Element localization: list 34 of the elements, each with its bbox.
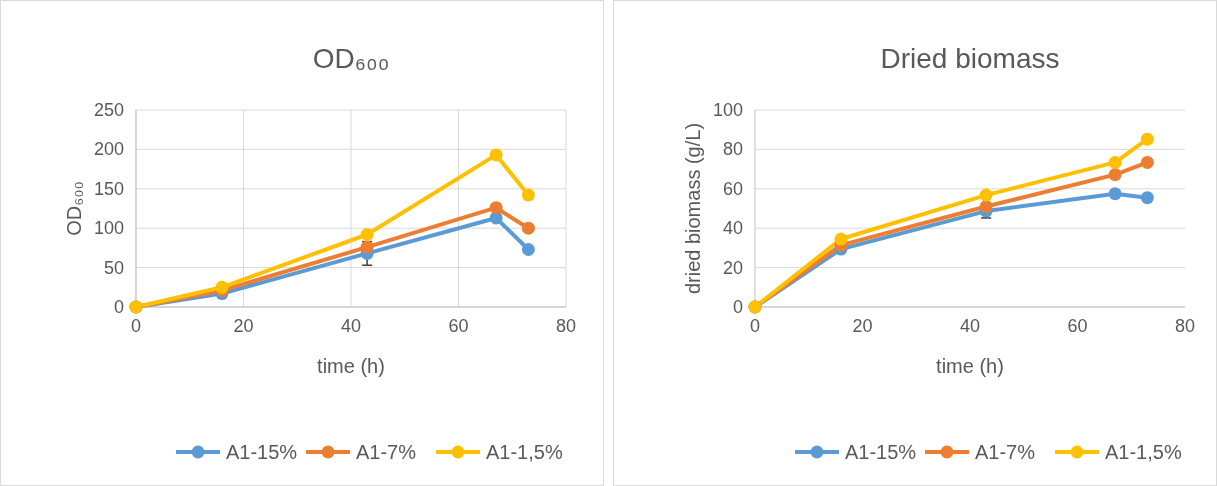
x-tick-label: 0 bbox=[749, 316, 761, 336]
legend-label: A1-15% bbox=[226, 441, 298, 463]
x-tick-label: 20 bbox=[852, 316, 873, 336]
x-tick-label: 40 bbox=[959, 316, 981, 336]
legend-label: A1-1,5% bbox=[486, 441, 563, 463]
x-tick-label: 60 bbox=[448, 316, 469, 336]
x-tick-label: 40 bbox=[340, 316, 362, 336]
legend-label: A1-1,5% bbox=[1105, 441, 1182, 463]
x-tick-label: 0 bbox=[130, 316, 142, 336]
legend-label: A1-7% bbox=[356, 441, 417, 463]
y-axis-title: OD₆₀₀ bbox=[63, 181, 85, 236]
chart-title: OD₆₀₀ bbox=[312, 43, 390, 74]
x-tick-label: 60 bbox=[1067, 316, 1088, 336]
y-tick-label: 250 bbox=[93, 100, 124, 120]
x-tick-label: 80 bbox=[1174, 316, 1196, 336]
y-tick-label: 200 bbox=[93, 139, 124, 160]
x-axis-title: time (h) bbox=[936, 355, 1004, 377]
y-tick-label: 0 bbox=[113, 297, 124, 317]
y-tick-label: 50 bbox=[103, 257, 124, 278]
y-tick-label: 100 bbox=[712, 100, 743, 120]
y-tick-label: 0 bbox=[732, 297, 743, 317]
chart-title: Dried biomass bbox=[880, 43, 1060, 74]
y-tick-label: 80 bbox=[722, 139, 743, 160]
legend-label: A1-15% bbox=[845, 441, 917, 463]
x-tick-label: 20 bbox=[233, 316, 254, 336]
y-tick-label: 40 bbox=[722, 218, 743, 239]
y-tick-label: 100 bbox=[93, 218, 124, 239]
x-axis-title: time (h) bbox=[317, 355, 385, 377]
x-tick-label: 80 bbox=[555, 316, 577, 336]
y-tick-label: 60 bbox=[722, 178, 743, 199]
legend-label: A1-7% bbox=[975, 441, 1036, 463]
y-axis-title: dried biomass (g/L) bbox=[682, 122, 704, 295]
y-tick-label: 20 bbox=[722, 257, 743, 278]
y-tick-label: 150 bbox=[93, 178, 124, 199]
